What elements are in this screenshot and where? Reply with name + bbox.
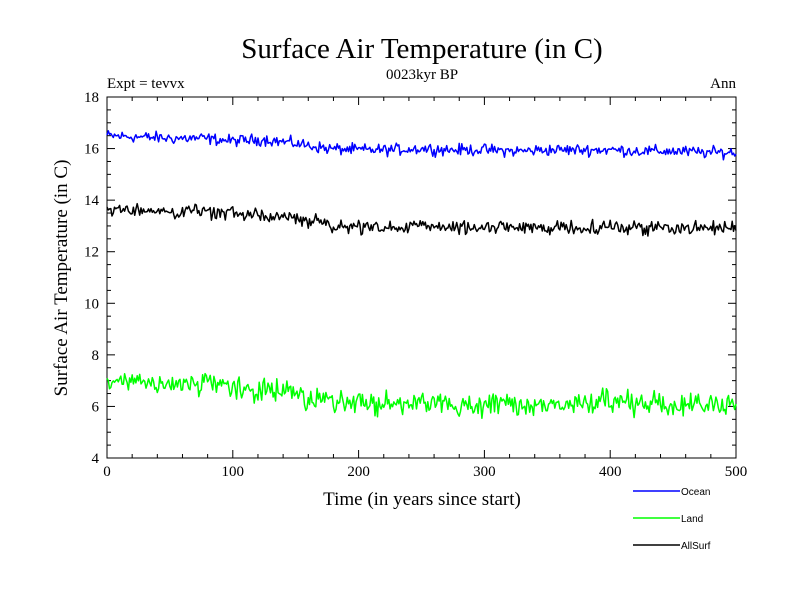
experiment-label: Expt = tevvx — [107, 76, 185, 92]
y-tick-label: 4 — [92, 451, 100, 467]
y-tick-label: 8 — [92, 348, 100, 364]
y-tick-label: 12 — [84, 245, 99, 261]
x-tick-label: 300 — [473, 464, 496, 480]
chart-title: Surface Air Temperature (in C) — [241, 33, 602, 65]
season-label: Ann — [710, 76, 736, 92]
y-tick-label: 14 — [84, 193, 100, 209]
y-axis-label: Surface Air Temperature (in C) — [51, 160, 72, 397]
x-tick-label: 100 — [222, 464, 245, 480]
chart-subtitle: 0023kyr BP — [386, 67, 458, 83]
x-axis: 0 100 200 300 400 500 — [103, 97, 747, 480]
y-axis: 4 6 8 10 12 14 16 18 — [84, 90, 736, 467]
y-tick-label: 16 — [84, 142, 100, 158]
x-tick-label: 200 — [347, 464, 370, 480]
plot-frame — [106, 96, 737, 459]
legend-label-allsurf: AllSurf — [681, 541, 711, 552]
y-tick-label: 10 — [84, 296, 99, 312]
legend-label-land: Land — [681, 514, 703, 525]
legend: Ocean Land AllSurf — [633, 487, 711, 552]
series-line-ocean — [106, 130, 737, 161]
series-line-allsurf — [106, 202, 737, 237]
series-layer — [106, 130, 737, 420]
x-axis-label: Time (in years since start) — [323, 489, 521, 510]
x-tick-label: 500 — [725, 464, 748, 480]
x-tick-label: 400 — [599, 464, 622, 480]
x-tick-label: 0 — [103, 464, 111, 480]
y-tick-label: 18 — [84, 90, 99, 106]
legend-label-ocean: Ocean — [681, 487, 710, 498]
y-tick-label: 6 — [92, 399, 100, 415]
series-line-land — [106, 372, 737, 420]
